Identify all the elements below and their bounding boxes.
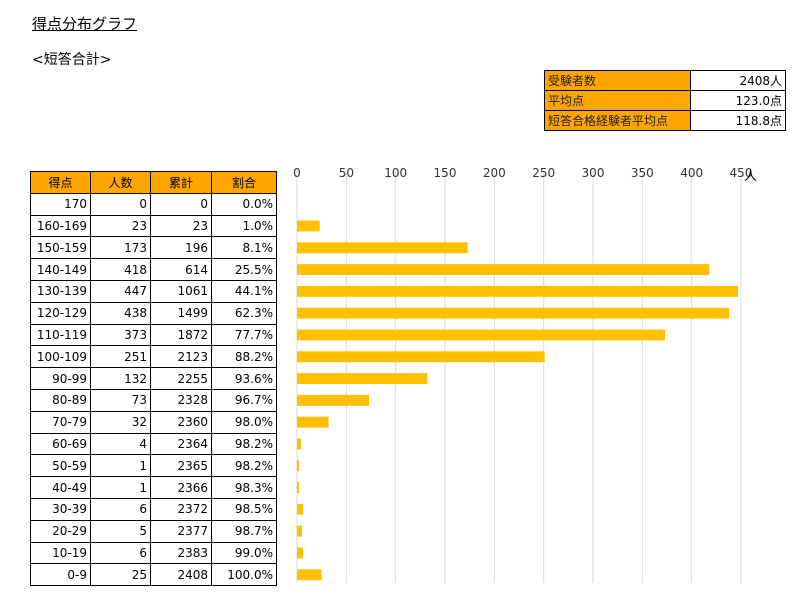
cell-ratio: 62.3% bbox=[211, 301, 277, 325]
table-row: 140-149 418 614 25.5% bbox=[30, 258, 277, 281]
summary-label: 受験者数 bbox=[544, 70, 691, 91]
cell-score-range: 70-79 bbox=[30, 410, 91, 434]
cell-score-range: 20-29 bbox=[30, 519, 91, 543]
summary-label: 短答合格経験者平均点 bbox=[544, 110, 691, 131]
section-subtitle: <短答合計> bbox=[32, 52, 112, 68]
cell-cumulative: 2255 bbox=[150, 367, 212, 390]
summary-value: 2408人 bbox=[690, 70, 786, 91]
cell-count: 447 bbox=[90, 279, 151, 303]
bar bbox=[297, 525, 302, 537]
table-row: 100-109 251 2123 88.2% bbox=[30, 345, 277, 369]
cell-ratio: 1.0% bbox=[211, 214, 277, 238]
bar bbox=[297, 351, 545, 363]
distribution-table: 得点 人数 累計 割合 170 0 0 0.0% 160-169 23 23 1.0% 150-… bbox=[30, 171, 277, 587]
x-tick-label: 400 bbox=[680, 166, 703, 180]
cell-score-range: 170 bbox=[30, 192, 91, 216]
x-tick-label: 200 bbox=[483, 166, 506, 180]
bar bbox=[297, 416, 329, 428]
cell-score-range: 160-169 bbox=[30, 214, 91, 238]
bar bbox=[297, 569, 322, 581]
bar bbox=[297, 242, 468, 254]
cell-count: 418 bbox=[90, 258, 151, 281]
x-tick-label: 250 bbox=[532, 166, 555, 180]
cell-score-range: 110-119 bbox=[30, 323, 91, 347]
cell-ratio: 99.0% bbox=[211, 541, 277, 565]
page-title: 得点分布グラフ bbox=[32, 15, 138, 33]
summary-row: 短答合格経験者平均点 118.8点 bbox=[544, 110, 786, 131]
bar bbox=[297, 329, 666, 341]
x-tick-label: 100 bbox=[384, 166, 407, 180]
table-row: 90-99 132 2255 93.6% bbox=[30, 367, 277, 390]
column-header-ratio: 割合 bbox=[211, 171, 277, 194]
cell-ratio: 25.5% bbox=[211, 258, 277, 281]
bar bbox=[297, 285, 739, 297]
x-tick-label: 150 bbox=[434, 166, 457, 180]
bar bbox=[297, 460, 299, 472]
summary-value: 118.8点 bbox=[690, 110, 786, 131]
bar bbox=[297, 438, 301, 450]
table-row: 20-29 5 2377 98.7% bbox=[30, 519, 277, 543]
bar bbox=[297, 394, 370, 406]
cell-score-range: 150-159 bbox=[30, 236, 91, 260]
cell-ratio: 98.3% bbox=[211, 476, 277, 499]
x-tick-label: 300 bbox=[582, 166, 605, 180]
x-tick-label: 0 bbox=[293, 166, 301, 180]
cell-count: 173 bbox=[90, 236, 151, 260]
table-row: 50-59 1 2365 98.2% bbox=[30, 454, 277, 478]
column-header-cumulative: 累計 bbox=[150, 171, 212, 194]
bar bbox=[297, 307, 730, 319]
cell-ratio: 8.1% bbox=[211, 236, 277, 260]
cell-cumulative: 2328 bbox=[150, 388, 212, 412]
cell-cumulative: 1872 bbox=[150, 323, 212, 347]
summary-row: 平均点 123.0点 bbox=[544, 90, 786, 111]
table-row: 30-39 6 2372 98.5% bbox=[30, 497, 277, 521]
bar bbox=[297, 373, 428, 385]
summary-table: 受験者数 2408人 平均点 123.0点 短答合格経験者平均点 118.8点 bbox=[544, 70, 786, 131]
table-row: 170 0 0 0.0% bbox=[30, 192, 277, 216]
table-row: 110-119 373 1872 77.7% bbox=[30, 323, 277, 347]
summary-label: 平均点 bbox=[544, 90, 691, 111]
bar bbox=[297, 547, 303, 559]
cell-count: 438 bbox=[90, 301, 151, 325]
bar bbox=[297, 264, 710, 276]
summary-row: 受験者数 2408人 bbox=[544, 70, 786, 91]
table-row: 160-169 23 23 1.0% bbox=[30, 214, 277, 238]
cell-score-range: 10-19 bbox=[30, 541, 91, 565]
bar bbox=[297, 503, 303, 515]
table-row: 120-129 438 1499 62.3% bbox=[30, 301, 277, 325]
bar bbox=[297, 482, 299, 494]
cell-cumulative: 2372 bbox=[150, 497, 212, 521]
x-tick-label: 50 bbox=[339, 166, 354, 180]
cell-cumulative: 2366 bbox=[150, 476, 212, 499]
table-row: 0-9 25 2408 100.0% bbox=[30, 563, 277, 587]
cell-cumulative: 614 bbox=[150, 258, 212, 281]
cell-cumulative: 2408 bbox=[150, 563, 212, 587]
cell-score-range: 0-9 bbox=[30, 563, 91, 587]
x-tick-label: 350 bbox=[631, 166, 654, 180]
x-tick-label: 450 bbox=[730, 166, 753, 180]
table-row: 150-159 173 196 8.1% bbox=[30, 236, 277, 260]
table-row: 10-19 6 2383 99.0% bbox=[30, 541, 277, 565]
cell-ratio: 98.2% bbox=[211, 454, 277, 478]
x-axis-unit-label: 人 bbox=[744, 169, 757, 184]
cell-ratio: 100.0% bbox=[211, 563, 277, 587]
bar bbox=[297, 220, 320, 232]
